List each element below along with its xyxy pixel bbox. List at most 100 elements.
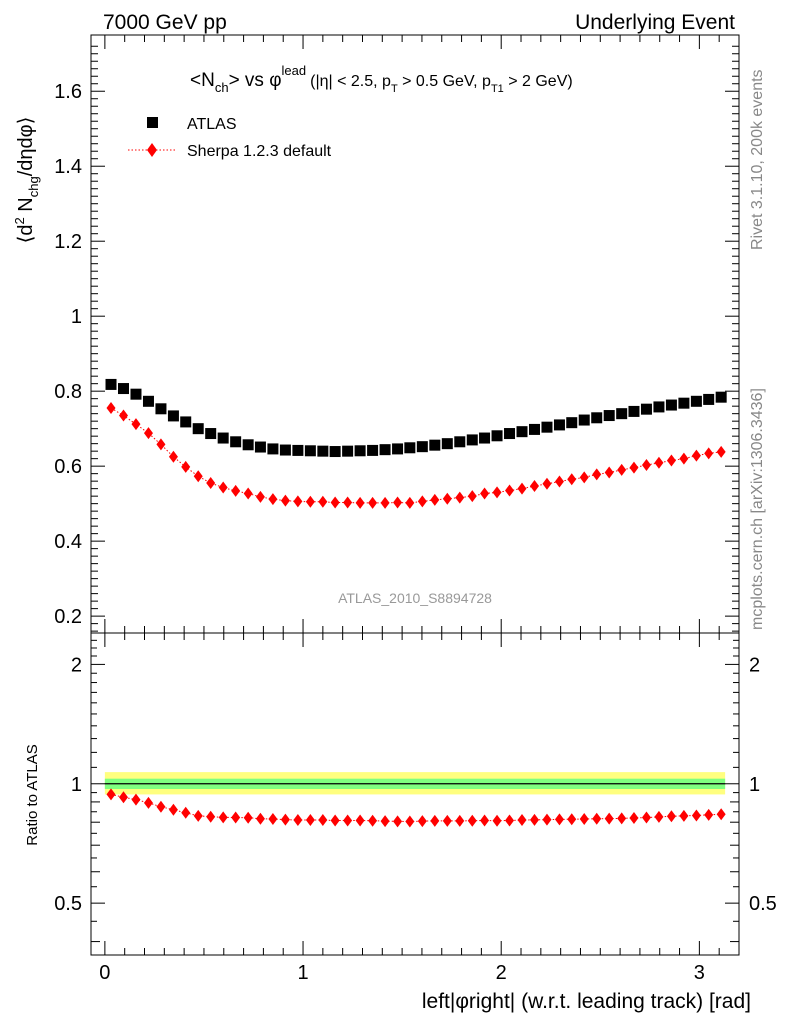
ratio-point bbox=[156, 800, 166, 813]
legend-marker-sherpa bbox=[147, 143, 157, 157]
ratio-point bbox=[231, 811, 241, 824]
sherpa-point bbox=[231, 484, 241, 497]
ratio-point bbox=[604, 812, 614, 825]
sherpa-series-line bbox=[110, 407, 722, 504]
atlas-point bbox=[392, 443, 404, 455]
legend-marker-atlas bbox=[147, 117, 158, 128]
analysis-label: ATLAS_2010_S8894728 bbox=[338, 590, 492, 606]
ratio-point bbox=[629, 811, 639, 824]
atlas-point bbox=[616, 408, 628, 420]
ratio-point bbox=[666, 810, 676, 823]
x-tick-label: 2 bbox=[496, 962, 507, 984]
ratio-point bbox=[417, 815, 427, 828]
atlas-point bbox=[292, 444, 304, 456]
ratio-series-line bbox=[110, 793, 722, 823]
atlas-point bbox=[479, 432, 491, 444]
ratio-y-tick-label: 1 bbox=[71, 774, 82, 796]
ratio-point bbox=[106, 788, 116, 801]
atlas-point bbox=[653, 401, 665, 413]
atlas-point bbox=[155, 403, 167, 415]
sherpa-point bbox=[380, 496, 390, 509]
sherpa-point bbox=[505, 484, 515, 497]
ratio-point bbox=[517, 814, 527, 827]
sherpa-point bbox=[255, 490, 265, 503]
y-axis-label: ⟨d2 Nchg/dηdφ⟩ bbox=[12, 117, 41, 244]
legend-label-atlas: ATLAS bbox=[187, 116, 237, 133]
atlas-point bbox=[130, 388, 142, 400]
atlas-point bbox=[254, 441, 266, 453]
ratio-point bbox=[529, 813, 539, 826]
atlas-point bbox=[205, 428, 217, 440]
ratio-point bbox=[405, 815, 415, 828]
ratio-point bbox=[455, 814, 465, 827]
ratio-point bbox=[654, 810, 664, 823]
atlas-point bbox=[342, 445, 354, 457]
atlas-point bbox=[416, 441, 428, 453]
atlas-point bbox=[528, 423, 540, 435]
sherpa-point bbox=[118, 409, 128, 422]
sherpa-point bbox=[455, 491, 465, 504]
y-tick-label: 1.2 bbox=[54, 231, 82, 253]
plot-title: <Nch> vs φlead(|η| < 2.5, pT > 0.5 GeV, … bbox=[190, 63, 573, 95]
ratio-point bbox=[393, 815, 403, 828]
ratio-point bbox=[118, 791, 128, 804]
ratio-point bbox=[280, 813, 290, 826]
ratio-point bbox=[567, 813, 577, 826]
sherpa-point bbox=[293, 495, 303, 508]
ratio-point bbox=[380, 815, 390, 828]
ratio-y-tick-label-right: 1 bbox=[749, 774, 760, 796]
atlas-point bbox=[715, 391, 727, 403]
ratio-point bbox=[617, 812, 627, 825]
ratio-plot-frame bbox=[90, 632, 740, 956]
sherpa-point bbox=[442, 492, 452, 505]
ratio-point bbox=[704, 808, 714, 821]
atlas-point bbox=[553, 419, 565, 431]
sherpa-point bbox=[206, 477, 216, 490]
sherpa-point bbox=[156, 438, 166, 451]
atlas-point bbox=[504, 428, 516, 440]
sherpa-point bbox=[641, 459, 651, 472]
ratio-point bbox=[430, 814, 440, 827]
ratio-uncertainty-band bbox=[104, 772, 726, 795]
sherpa-point bbox=[691, 449, 701, 462]
y-tick-label: 0.2 bbox=[54, 606, 82, 628]
sherpa-point bbox=[579, 471, 589, 484]
atlas-point bbox=[516, 426, 528, 438]
atlas-point bbox=[117, 383, 129, 395]
y-tick-label: 0.4 bbox=[54, 531, 82, 553]
atlas-point bbox=[354, 445, 366, 457]
sherpa-point bbox=[592, 468, 602, 481]
ratio-y-tick-label: 0.5 bbox=[54, 893, 82, 915]
atlas-point bbox=[466, 434, 478, 446]
ratio-point bbox=[268, 813, 278, 826]
atlas-point bbox=[142, 395, 154, 407]
sherpa-point bbox=[517, 482, 527, 495]
sherpa-point bbox=[193, 470, 203, 483]
sherpa-point bbox=[218, 481, 228, 494]
data-marks bbox=[105, 378, 727, 828]
atlas-point bbox=[367, 444, 379, 456]
ratio-point bbox=[480, 814, 490, 827]
ratio-point bbox=[579, 813, 589, 826]
sherpa-point bbox=[529, 480, 539, 493]
atlas-point bbox=[279, 444, 291, 456]
sherpa-point bbox=[629, 461, 639, 474]
ratio-y-axis-label: Ratio to ATLAS bbox=[24, 744, 41, 845]
legend-label-sherpa: Sherpa 1.2.3 default bbox=[187, 143, 332, 160]
rivet-version-label: Rivet 3.1.10, 200k events bbox=[749, 69, 766, 250]
ratio-point bbox=[542, 813, 552, 826]
atlas-point bbox=[304, 445, 316, 457]
atlas-point bbox=[217, 432, 229, 444]
sherpa-point bbox=[181, 460, 191, 473]
ratio-point bbox=[193, 809, 203, 822]
sherpa-point bbox=[131, 418, 141, 431]
ratio-point bbox=[243, 811, 253, 824]
sherpa-point bbox=[679, 452, 689, 465]
y-tick-label: 1 bbox=[71, 306, 82, 328]
ratio-point bbox=[143, 796, 153, 809]
sherpa-point bbox=[168, 450, 178, 463]
sherpa-point bbox=[355, 496, 365, 509]
atlas-point bbox=[640, 403, 652, 415]
y-tick-label: 1.6 bbox=[54, 81, 82, 103]
mcplots-label: mcplots.cern.ch [arXiv:1306.3436] bbox=[749, 388, 766, 630]
